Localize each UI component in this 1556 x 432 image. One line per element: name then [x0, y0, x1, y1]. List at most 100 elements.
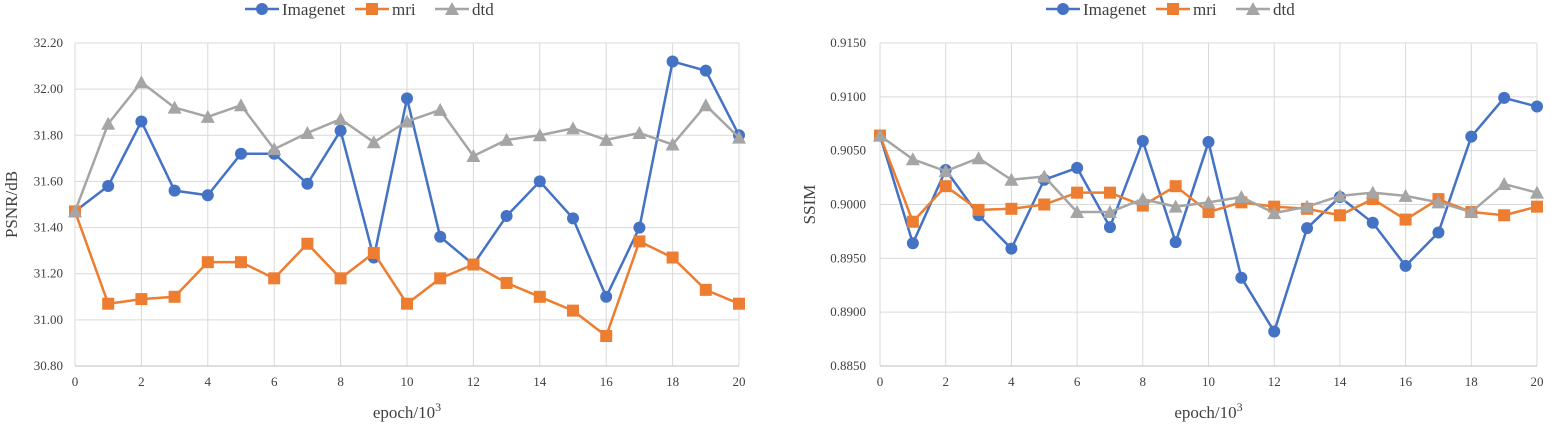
x-tick-label: 20 — [1531, 374, 1544, 389]
data-point-dtd — [1201, 195, 1216, 209]
data-point-imagenet — [1268, 325, 1281, 338]
data-point-dtd — [1037, 169, 1052, 183]
legend-item-imagenet: Imagenet — [245, 0, 346, 19]
y-tick-label: 31.20 — [34, 266, 63, 281]
data-point-imagenet — [533, 175, 546, 188]
data-point-imagenet — [1136, 134, 1149, 147]
x-tick-label: 10 — [401, 374, 414, 389]
data-point-dtd — [632, 125, 647, 139]
data-point-dtd — [732, 130, 746, 144]
data-point-mri — [367, 246, 380, 259]
x-tick-label: 6 — [271, 374, 278, 389]
data-point-dtd — [698, 98, 713, 112]
data-point-dtd — [938, 164, 953, 178]
legend-item-dtd: dtd — [435, 0, 494, 19]
data-point-mri — [1169, 180, 1182, 193]
data-point-dtd — [1135, 192, 1150, 206]
series-mri — [874, 129, 1543, 228]
data-point-dtd — [1102, 205, 1117, 219]
legend-marker — [1167, 3, 1179, 15]
legend-item-mri: mri — [1156, 0, 1217, 19]
x-tick-label: 20 — [733, 374, 746, 389]
data-point-dtd — [566, 121, 580, 135]
data-point-mri — [533, 290, 546, 303]
data-point-imagenet — [567, 212, 579, 225]
data-point-mri — [135, 293, 148, 306]
data-point-imagenet — [334, 124, 347, 137]
legend-label: mri — [392, 0, 416, 19]
data-point-mri — [699, 283, 712, 296]
data-point-dtd — [1365, 185, 1380, 199]
data-point-dtd — [1004, 172, 1019, 186]
x-tick-label: 2 — [138, 374, 145, 389]
data-point-mri — [235, 256, 247, 269]
data-point-dtd — [167, 100, 182, 114]
data-point-mri — [567, 304, 579, 317]
data-point-dtd — [1234, 189, 1249, 203]
legend-item-imagenet: Imagenet — [1046, 0, 1147, 19]
data-point-mri — [102, 297, 115, 310]
data-point-imagenet — [1071, 161, 1084, 174]
data-point-mri — [1202, 206, 1215, 219]
y-tick-label: 0.9150 — [830, 35, 866, 50]
data-point-mri — [906, 215, 919, 228]
data-point-imagenet — [1432, 226, 1445, 239]
data-point-mri — [268, 272, 281, 285]
data-point-imagenet — [1202, 136, 1215, 149]
x-tick-label: 16 — [1399, 374, 1413, 389]
x-tick-label: 12 — [1268, 374, 1281, 389]
y-tick-label: 30.80 — [34, 358, 63, 373]
data-point-dtd — [400, 114, 414, 128]
data-point-imagenet — [1005, 242, 1018, 255]
data-point-dtd — [1431, 195, 1446, 209]
x-tick-label: 0 — [877, 374, 884, 389]
data-point-imagenet — [1531, 100, 1543, 113]
data-point-mri — [301, 237, 314, 250]
data-point-imagenet — [434, 230, 447, 243]
data-point-dtd — [300, 125, 315, 139]
x-tick-label: 12 — [467, 374, 480, 389]
x-axis-label: epoch/103 — [1174, 400, 1242, 422]
legend-label: mri — [1193, 0, 1217, 19]
data-point-dtd — [1398, 188, 1413, 202]
legend-item-mri: mri — [355, 0, 416, 19]
data-point-dtd — [200, 109, 215, 123]
data-point-dtd — [1332, 188, 1347, 202]
data-point-imagenet — [301, 177, 314, 190]
data-point-mri — [1071, 186, 1084, 199]
data-point-dtd — [1464, 205, 1479, 219]
data-point-mri — [1399, 213, 1412, 226]
legend-marker — [1057, 3, 1069, 15]
data-point-dtd — [971, 151, 986, 165]
data-point-dtd — [101, 116, 116, 130]
x-tick-label: 2 — [942, 374, 949, 389]
x-tick-label: 14 — [533, 374, 547, 389]
data-point-dtd — [68, 204, 82, 218]
legend-marker — [366, 3, 378, 15]
data-point-dtd — [333, 112, 348, 126]
data-point-mri — [401, 297, 413, 310]
data-point-dtd — [1497, 177, 1512, 191]
data-point-dtd — [433, 102, 448, 116]
y-axis-label: PSNR/dB — [2, 171, 21, 238]
data-point-mri — [972, 203, 985, 216]
x-tick-label: 14 — [1333, 374, 1347, 389]
y-tick-label: 32.20 — [34, 35, 63, 50]
data-point-mri — [434, 272, 447, 285]
data-point-mri — [1333, 209, 1346, 222]
data-point-dtd — [1300, 199, 1315, 213]
data-point-imagenet — [666, 55, 679, 68]
legend-label: Imagenet — [1083, 0, 1147, 19]
data-point-mri — [733, 297, 745, 310]
x-tick-label: 16 — [600, 374, 614, 389]
data-point-imagenet — [1399, 259, 1412, 272]
x-tick-label: 4 — [1008, 374, 1015, 389]
y-tick-label: 0.8850 — [830, 358, 866, 373]
data-point-imagenet — [1103, 221, 1116, 234]
data-point-imagenet — [1498, 91, 1511, 104]
legend: Imagenet mri dtd — [245, 0, 494, 19]
data-point-dtd — [1530, 185, 1544, 199]
data-point-mri — [600, 330, 613, 343]
data-point-mri — [467, 258, 480, 271]
legend-label: dtd — [1273, 0, 1295, 19]
